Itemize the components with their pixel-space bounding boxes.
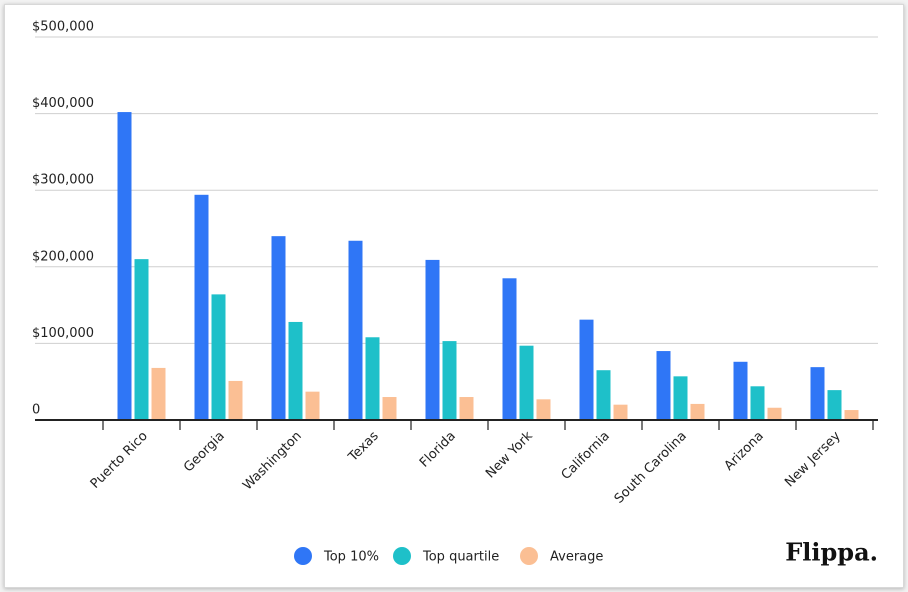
legend-swatch <box>294 547 312 565</box>
bar <box>673 376 688 420</box>
bar <box>596 370 611 420</box>
bar <box>459 397 474 420</box>
x-tick-label: South Carolina <box>612 429 690 507</box>
y-tick-label: $200,000 <box>32 249 94 264</box>
brand-logo: Flippa. <box>785 538 878 567</box>
bar <box>579 319 594 420</box>
x-tick-label: New Jersey <box>782 428 844 490</box>
y-tick-label: $100,000 <box>32 326 94 341</box>
bar <box>117 112 132 421</box>
x-tick-label: Georgia <box>181 429 228 476</box>
legend-label: Top 10% <box>323 550 379 565</box>
y-tick-label: $300,000 <box>32 173 94 188</box>
x-tick-label: Florida <box>417 429 459 471</box>
x-tick-label: Washington <box>240 429 305 494</box>
legend-label: Top quartile <box>422 550 499 565</box>
legend-label: Average <box>550 550 603 565</box>
bar <box>305 391 320 420</box>
x-tick-label: Texas <box>345 429 382 466</box>
x-tick-label: New York <box>483 428 536 481</box>
bar <box>613 404 628 420</box>
bar <box>151 367 166 420</box>
bar <box>536 399 551 420</box>
bar <box>519 345 534 420</box>
bar <box>288 321 303 420</box>
x-tick-label: California <box>559 429 613 483</box>
bar <box>134 259 149 420</box>
bar <box>382 397 397 420</box>
x-tick-label: Puerto Rico <box>88 429 151 492</box>
bar <box>211 294 226 420</box>
bar <box>425 259 440 420</box>
x-tick-label: Arizona <box>722 429 767 474</box>
bar <box>656 351 671 420</box>
card <box>4 4 904 588</box>
bar <box>365 337 380 420</box>
y-tick-label: $400,000 <box>32 96 94 111</box>
bar <box>767 407 782 420</box>
bar <box>442 341 457 420</box>
legend-swatch <box>520 547 538 565</box>
bar <box>690 403 705 420</box>
y-tick-label: $500,000 <box>32 20 94 35</box>
bar <box>750 386 765 420</box>
bar <box>844 410 859 420</box>
bar <box>810 367 825 420</box>
y-tick-label: 0 <box>32 403 40 418</box>
legend-swatch <box>393 547 411 565</box>
bar <box>827 390 842 420</box>
bar <box>271 236 286 420</box>
bar <box>194 194 209 420</box>
bar <box>228 380 243 420</box>
bar <box>733 361 748 420</box>
bar <box>502 278 517 420</box>
bar <box>348 240 363 420</box>
